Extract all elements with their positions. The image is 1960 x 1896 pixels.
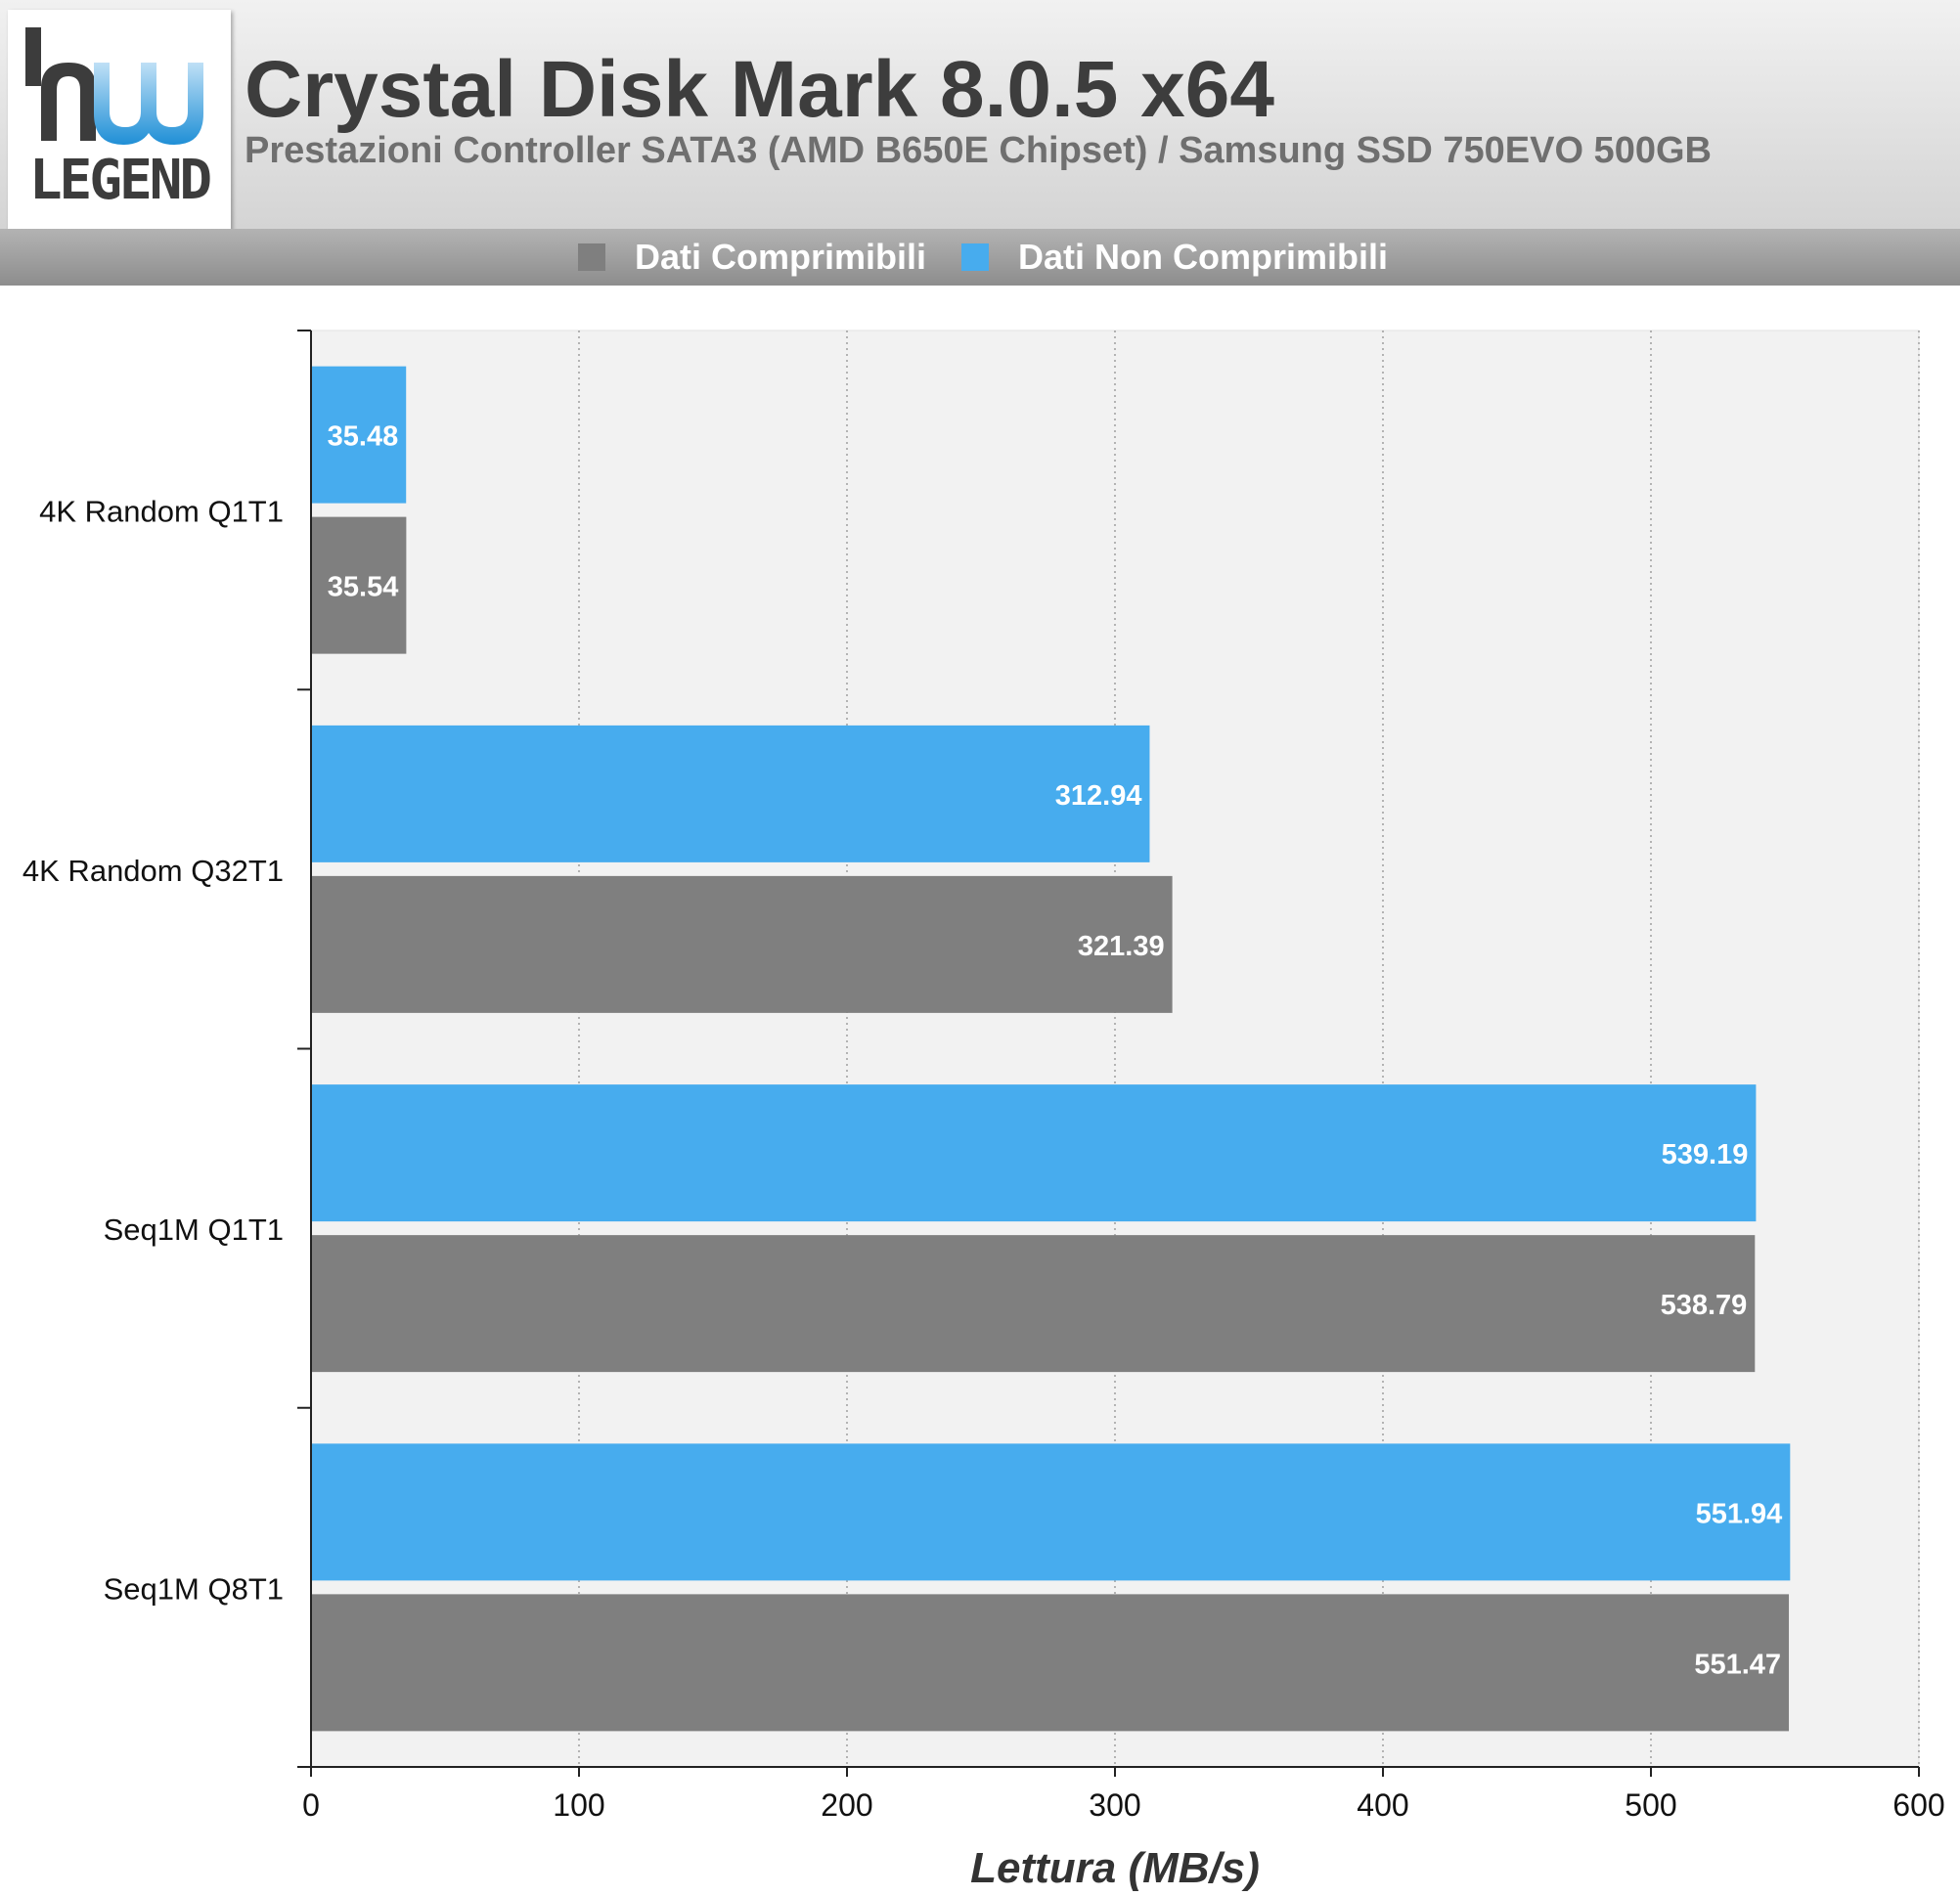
bar-value-label: 35.48 <box>328 421 399 453</box>
bar <box>312 1443 1791 1581</box>
bar-value-label: 35.54 <box>328 572 399 603</box>
bar-chart: 0 100 200 300 400 500 600 4K Random Q1T1 35.48 35… <box>22 330 1945 1892</box>
bar <box>312 366 407 504</box>
x-tick-label: 200 <box>821 1787 872 1823</box>
bar-value-label: 551.47 <box>1694 1649 1781 1680</box>
bar-value-label: 321.39 <box>1078 931 1165 962</box>
category-label: 4K Random Q1T1 <box>39 495 284 529</box>
bar <box>312 725 1150 862</box>
bar <box>312 1084 1757 1222</box>
legend-label-compressible: Dati Comprimibili <box>634 237 927 277</box>
logo-wordmark: LEGEND <box>28 149 212 212</box>
x-tick-label: 100 <box>553 1787 604 1823</box>
bar <box>312 875 1173 1013</box>
x-tick-label: 400 <box>1357 1787 1408 1823</box>
hwlegend-logo: LEGEND <box>8 10 231 230</box>
bar <box>312 1235 1756 1373</box>
chart-subtitle: Prestazioni Controller SATA3 (AMD B650E … <box>245 130 1712 171</box>
category-label: Seq1M Q1T1 <box>104 1213 284 1247</box>
bar-value-label: 538.79 <box>1661 1290 1748 1321</box>
bar <box>312 516 407 654</box>
x-axis-title: Lettura (MB/s) <box>970 1844 1260 1892</box>
x-tick-label: 300 <box>1089 1787 1140 1823</box>
hw-logo-icon <box>25 27 203 145</box>
x-tick-label: 0 <box>302 1787 320 1823</box>
x-tick-label: 500 <box>1625 1787 1676 1823</box>
chart-title: Crystal Disk Mark 8.0.5 x64 <box>245 45 1274 134</box>
legend-swatch-gray <box>577 243 605 271</box>
legend-swatch-blue <box>961 243 990 271</box>
bar-value-label: 312.94 <box>1055 780 1142 812</box>
legend-item-compressible: Dati Comprimibili <box>577 237 927 278</box>
category-label: 4K Random Q32T1 <box>22 854 284 888</box>
chart-legend: Dati Comprimibili Dati Non Comprimibili <box>0 229 1960 286</box>
x-tick-label: 600 <box>1893 1787 1944 1823</box>
legend-item-incompressible: Dati Non Comprimibili <box>961 237 1388 278</box>
category-label: Seq1M Q8T1 <box>104 1571 284 1606</box>
bar-value-label: 539.19 <box>1662 1139 1749 1170</box>
legend-label-incompressible: Dati Non Comprimibili <box>1018 237 1389 277</box>
chart-header: LEGEND Crystal Disk Mark 8.0.5 x64 Prest… <box>0 0 1960 230</box>
bar-value-label: 551.94 <box>1696 1498 1783 1529</box>
bar <box>312 1594 1790 1732</box>
